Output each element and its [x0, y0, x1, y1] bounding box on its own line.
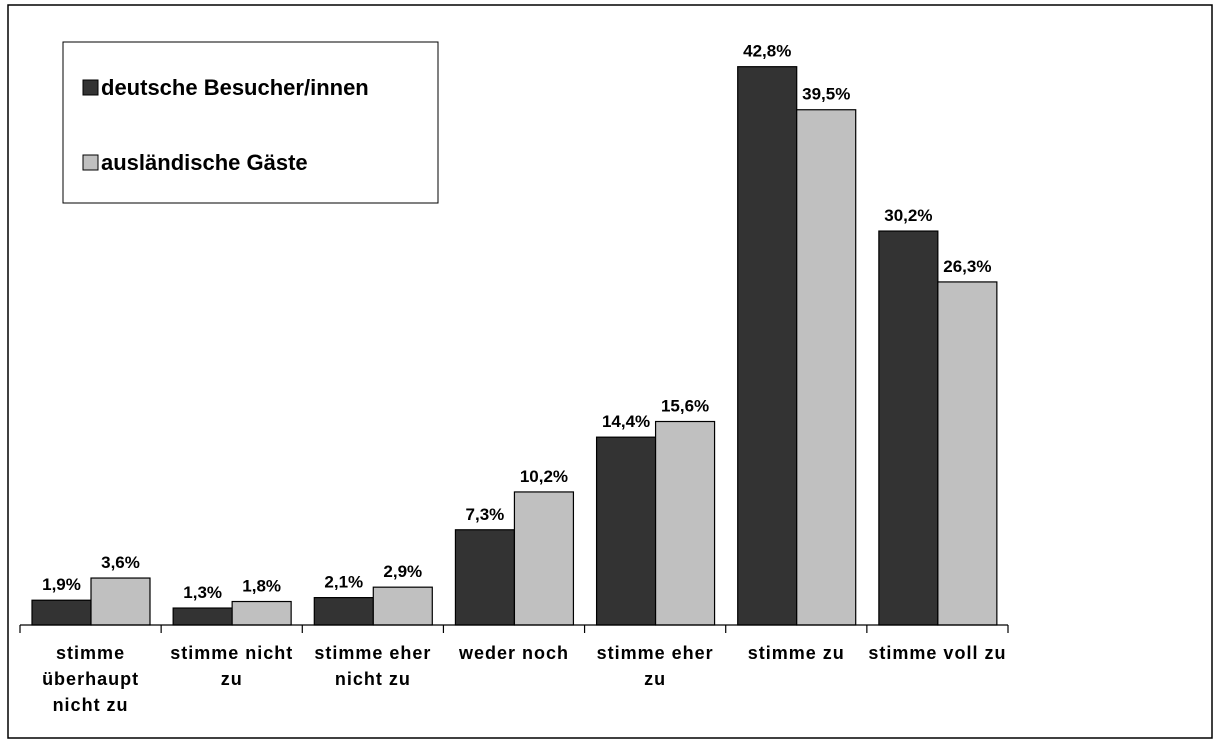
bar	[231, 600, 292, 626]
bar	[937, 281, 998, 626]
value-label: 30,2%	[884, 206, 932, 225]
value-label: 7,3%	[466, 505, 505, 524]
bar	[90, 577, 151, 626]
value-label: 10,2%	[520, 467, 568, 486]
value-label: 1,9%	[42, 575, 81, 594]
legend-label: deutsche Besucher/innen	[101, 75, 369, 100]
value-label: 1,8%	[242, 577, 281, 596]
bar	[172, 607, 233, 626]
bar	[737, 66, 798, 626]
x-tick-label: stimme eher nicht zu	[314, 643, 432, 689]
value-label: 26,3%	[943, 257, 991, 276]
value-label: 42,8%	[743, 42, 791, 61]
value-label: 15,6%	[661, 397, 709, 416]
bar	[796, 109, 857, 626]
value-label: 14,4%	[602, 412, 650, 431]
legend-swatch	[82, 79, 99, 96]
value-label: 2,1%	[324, 573, 363, 592]
bar	[31, 599, 92, 626]
value-label: 2,9%	[383, 562, 422, 581]
bar	[513, 491, 575, 626]
bar	[595, 436, 657, 626]
bar	[313, 597, 374, 626]
bar	[878, 230, 939, 626]
bar	[372, 586, 433, 626]
legend-label: ausländische Gäste	[101, 150, 308, 175]
x-tick-label: stimme überhaupt nicht zu	[42, 643, 140, 715]
legend-box	[62, 41, 439, 204]
chart-border	[7, 4, 1213, 739]
bar	[654, 420, 716, 626]
bar	[454, 529, 516, 626]
x-tick-label: stimme voll zu	[868, 643, 1007, 663]
x-tick-label: weder noch	[458, 643, 570, 663]
x-tick-label: stimme nicht zu	[170, 643, 294, 689]
x-tick-label: stimme eher zu	[596, 643, 714, 689]
x-tick-label: stimme zu	[747, 643, 845, 663]
value-label: 1,3%	[183, 583, 222, 602]
value-label: 3,6%	[101, 553, 140, 572]
value-label: 39,5%	[802, 85, 850, 104]
legend-swatch	[82, 154, 99, 171]
